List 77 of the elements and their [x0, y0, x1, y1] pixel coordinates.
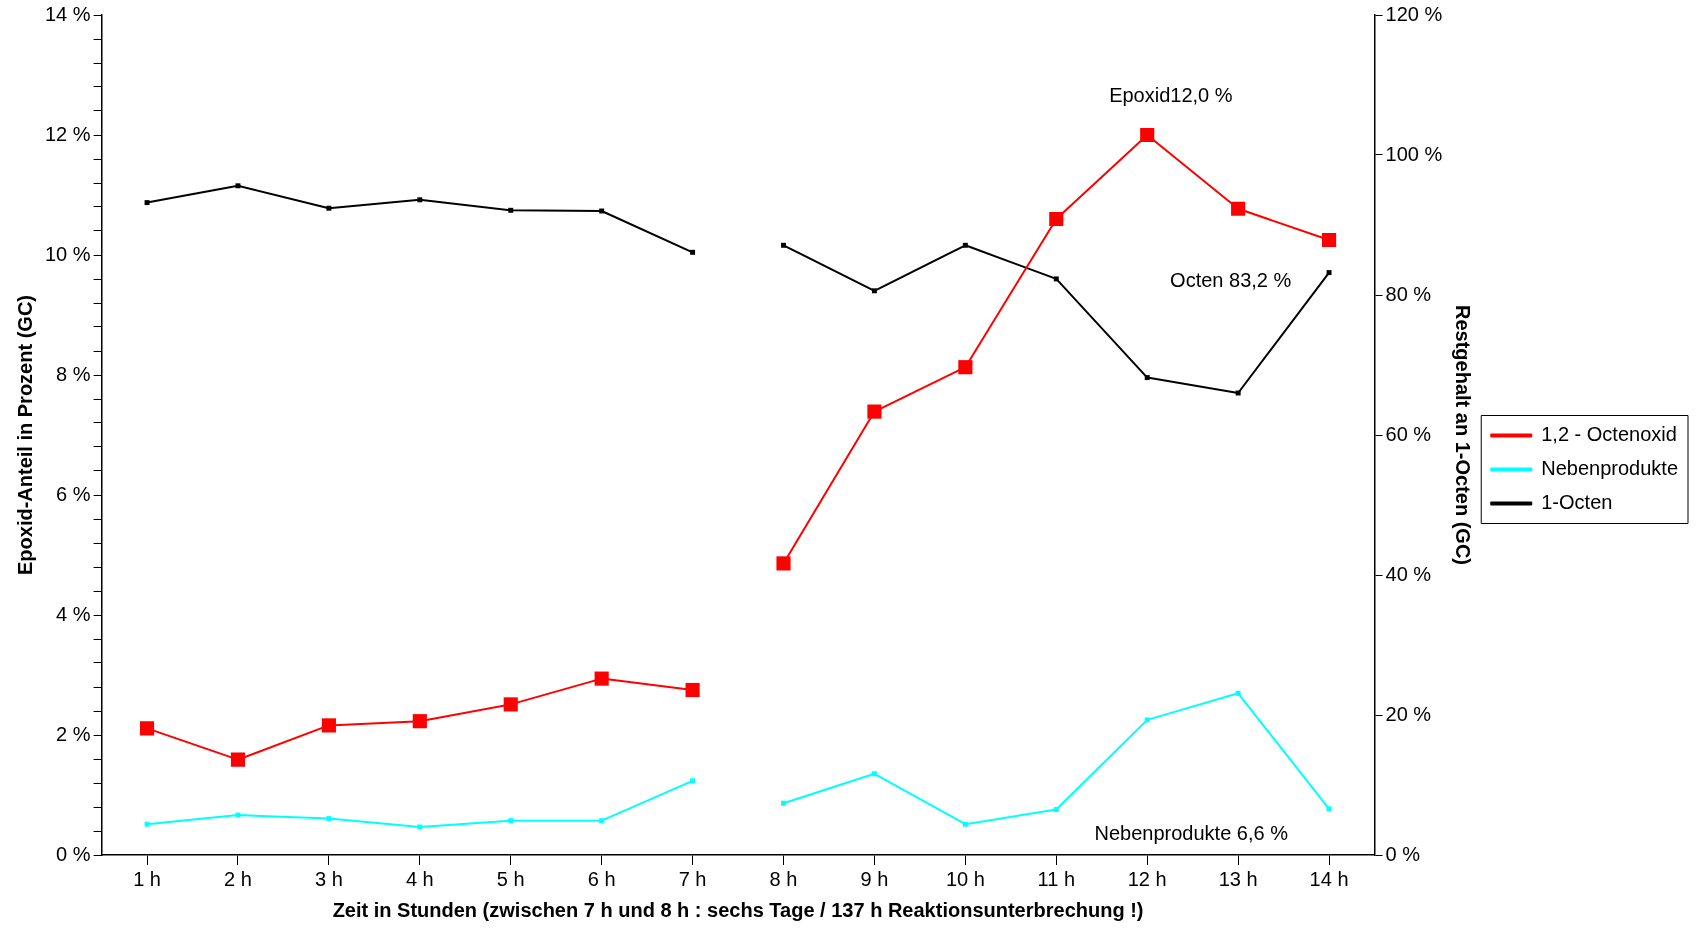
point — [1326, 806, 1332, 812]
point — [321, 718, 336, 733]
legend-label: Nebenprodukte — [1541, 457, 1679, 480]
y-tick-label: 0 % — [56, 842, 91, 865]
y-tick-label: 8 % — [56, 362, 91, 385]
point — [235, 183, 241, 189]
x-tick-label: 4 h — [405, 867, 434, 890]
y2-tick-label: 40 % — [1385, 562, 1432, 585]
y2-tick-label: 20 % — [1385, 702, 1432, 725]
y-tick-label: 10 % — [44, 242, 91, 265]
point — [599, 818, 605, 824]
point — [781, 800, 786, 806]
x-tick-label: 5 h — [496, 867, 525, 890]
point — [1326, 270, 1332, 276]
x-axis-title: Zeit in Stunden (zwischen 7 h und 8 h : sechs Tage / 137 h Reaktionsunterbrechung !) — [332, 898, 1144, 921]
point — [503, 697, 518, 712]
point — [139, 721, 155, 736]
y2-tick-label: 80 % — [1385, 282, 1432, 305]
point — [685, 682, 700, 698]
point — [594, 671, 609, 686]
y2-axis-title: Restgehalt an 1-Octen (GC) — [1451, 304, 1474, 566]
point — [417, 197, 423, 203]
x-tick-label: 11 h — [1037, 867, 1076, 890]
y2-tick-label: 120 % — [1385, 2, 1443, 25]
point — [326, 205, 332, 211]
point — [326, 816, 332, 822]
point — [1235, 690, 1241, 696]
y-tick-label: 2 % — [56, 722, 91, 745]
x-tick-label: 14 h — [1309, 867, 1349, 890]
point — [508, 207, 514, 213]
y-tick-label: 14 % — [44, 2, 91, 25]
point — [412, 714, 427, 729]
point — [1231, 201, 1246, 216]
point — [962, 821, 968, 827]
x-tick-label: 7 h — [678, 867, 707, 890]
y2-tick-label: 0 % — [1385, 842, 1421, 865]
point — [867, 404, 882, 419]
point — [1049, 211, 1064, 227]
point — [235, 812, 241, 818]
point — [1144, 375, 1150, 381]
x-tick-label: 2 h — [224, 867, 252, 890]
point — [871, 288, 877, 294]
x-tick-label: 1 h — [133, 867, 161, 890]
point — [1144, 717, 1150, 723]
point — [1053, 276, 1059, 282]
legend-label: 1-Octen — [1541, 491, 1613, 514]
point — [144, 200, 150, 206]
x-tick-label: 10 h — [945, 867, 985, 890]
x-tick-label: 12 h — [1127, 867, 1167, 890]
x-tick-label: 3 h — [314, 867, 343, 890]
point — [508, 818, 514, 824]
x-tick-label: 9 h — [860, 867, 889, 890]
annotation: Octen 83,2 % — [1170, 268, 1292, 291]
point — [690, 778, 696, 784]
point — [1140, 127, 1155, 143]
point — [144, 821, 150, 827]
y-tick-label: 6 % — [56, 482, 91, 505]
point — [781, 242, 786, 248]
point — [958, 360, 973, 375]
point — [230, 752, 246, 767]
legend-label: 1,2 - Octenoxid — [1541, 423, 1677, 446]
x-tick-label: 6 h — [587, 867, 616, 890]
y-tick-label: 4 % — [56, 602, 91, 625]
x-tick-label: 13 h — [1218, 867, 1258, 890]
point — [690, 249, 696, 255]
x-tick-label: 8 h — [769, 867, 798, 890]
y2-tick-label: 100 % — [1385, 142, 1443, 165]
point — [871, 771, 877, 777]
point — [776, 556, 791, 571]
y-axis-title: Epoxid-Anteil in Prozent (GC) — [13, 295, 36, 575]
point — [1053, 807, 1059, 812]
point — [1321, 232, 1337, 248]
y-tick-label: 12 % — [44, 122, 91, 145]
annotation: Epoxid12,0 % — [1109, 84, 1233, 106]
annotation: Nebenprodukte 6,6 % — [1094, 821, 1289, 844]
y2-tick-label: 60 % — [1385, 422, 1432, 445]
point — [962, 242, 968, 248]
